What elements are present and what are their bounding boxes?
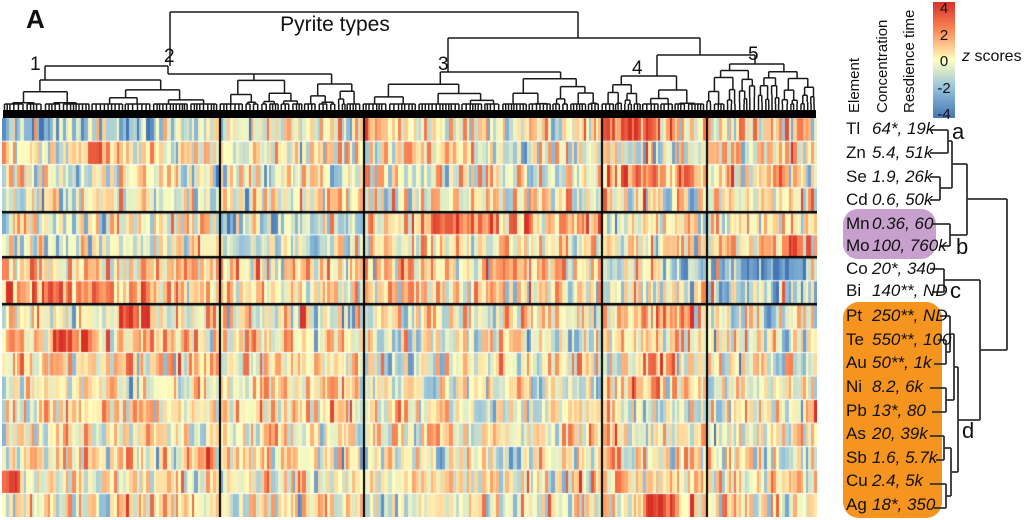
element-row-As: As 20, 39k	[846, 424, 928, 446]
element-row-Pb: Pb 13*, 80	[846, 401, 926, 423]
colorbar-tick-4: 4	[939, 0, 949, 17]
element-row-Co: Co 20*, 340	[846, 259, 935, 281]
element-row-Mo: Mo 100, 760k	[846, 236, 947, 258]
element-row-Mn: Mn 0.36, 60	[846, 214, 933, 236]
element-row-Bi: Bi 140**, ND	[846, 281, 948, 303]
element-values: 50**, 1k	[872, 353, 932, 373]
colorbar	[933, 2, 955, 118]
element-symbol: Tl	[846, 118, 861, 138]
element-values: 0.6, 50k	[872, 189, 933, 209]
element-row-Sb: Sb 1.6, 5.7k	[846, 448, 937, 470]
element-values: 18*, 350	[872, 494, 936, 514]
element-values: 1.9, 26k	[872, 166, 933, 186]
element-values: 550**, 100	[872, 329, 952, 349]
element-values: 20, 39k	[872, 424, 928, 444]
element-values: 2.4, 5k	[872, 471, 924, 491]
pyrite-cluster-label-2: 2	[164, 46, 175, 67]
element-row-Ag: Ag 18*, 350	[846, 495, 935, 517]
element-symbol: Pt	[846, 306, 863, 326]
colorbar-label: z scores	[962, 48, 1022, 66]
group-letter-d: d	[962, 418, 975, 443]
group-letter-b: b	[956, 234, 969, 259]
element-symbol: Zn	[846, 142, 866, 162]
element-dendrogram-lines	[930, 129, 1008, 509]
element-row-Te: Te 550**, 100	[846, 330, 951, 352]
group-letter-a: a	[952, 119, 965, 144]
colorbar-tick--4: -4	[937, 106, 951, 123]
element-symbol: Te	[846, 329, 864, 349]
element-row-Se: Se 1.9, 26k	[846, 167, 933, 189]
element-symbol: Cu	[846, 471, 868, 491]
element-row-Cd: Cd 0.6, 50k	[846, 190, 933, 212]
element-symbol: Se	[846, 166, 867, 186]
element-symbol: Bi	[846, 281, 862, 300]
pyrite-cluster-label-3: 3	[438, 54, 449, 75]
element-values: 250**, ND	[872, 306, 948, 326]
dendrogram-leaf-band	[3, 110, 816, 118]
colorbar-tick--2: -2	[937, 79, 951, 97]
group-d-box	[843, 302, 942, 518]
element-values: 140**, ND	[872, 281, 948, 300]
element-values: 0.36, 60	[872, 213, 934, 233]
group-letter-c: c	[950, 278, 961, 303]
element-symbol: Pb	[846, 400, 867, 420]
group-b-box	[843, 209, 936, 259]
element-symbol: Co	[846, 259, 868, 278]
element-symbol: Cd	[846, 189, 868, 209]
heatmap-canvas	[2, 118, 817, 517]
pyrite-cluster-label-5: 5	[748, 44, 759, 65]
element-row-Ni: Ni 8.2, 6k	[846, 377, 923, 399]
element-row-Cu: Cu 2.4, 5k	[846, 471, 923, 493]
colorbar-gradient	[933, 2, 955, 118]
panel-label: A	[26, 4, 45, 34]
element-values: 5.4, 51k	[872, 142, 933, 162]
element-symbol: Mo	[846, 235, 870, 255]
element-row-Zn: Zn 5.4, 51k	[846, 143, 933, 165]
pyrite-types-title: Pyrite types	[280, 13, 390, 36]
element-row-Tl: Tl 64*, 19k	[846, 119, 934, 141]
colorbar-tick-0: 0	[939, 53, 949, 70]
pyrite-cluster-label-1: 1	[30, 54, 41, 75]
element-values: 20*, 340	[872, 259, 936, 278]
element-symbol: As	[846, 424, 866, 444]
element-values: 8.2, 6k	[872, 376, 924, 396]
element-values: 100, 760k	[872, 235, 947, 255]
pyrite-cluster-label-4: 4	[632, 58, 643, 79]
element-symbol: Mn	[846, 213, 870, 233]
element-symbol: Au	[846, 353, 867, 373]
element-symbol: Sb	[846, 447, 867, 467]
element-values: 1.6, 5.7k	[872, 447, 938, 467]
element-values: 64*, 19k	[872, 118, 935, 138]
element-symbol: Ni	[846, 376, 863, 396]
colorbar-label-scores: scores	[970, 48, 1022, 65]
element-row-Pt: Pt 250**, ND	[846, 306, 948, 328]
element-values: 13*, 80	[872, 400, 926, 420]
colorbar-label-z: z	[962, 48, 970, 65]
element-row-Au: Au 50**, 1k	[846, 353, 932, 375]
element-symbol: Ag	[846, 494, 867, 514]
colorbar-tick-2: 2	[939, 26, 949, 44]
